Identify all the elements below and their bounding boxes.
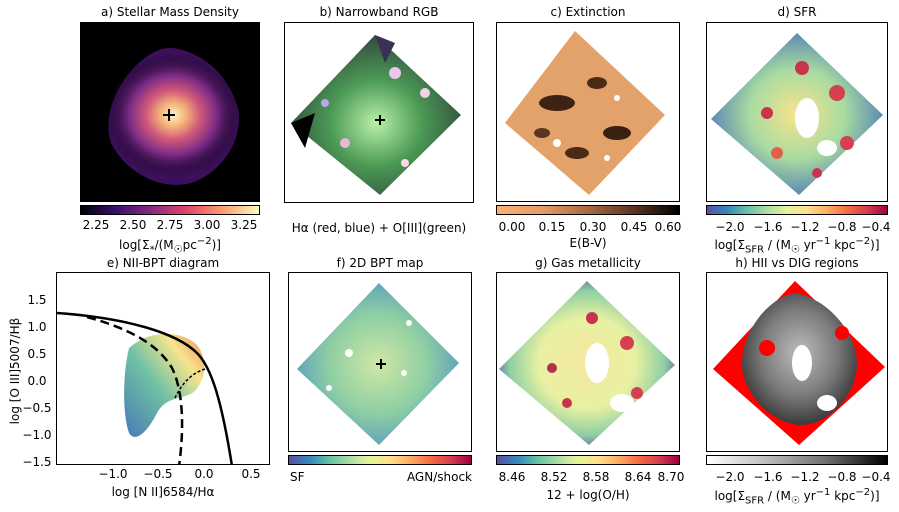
y-tick: 1.5 — [27, 293, 47, 307]
panel-d-title: d) SFR — [777, 5, 817, 19]
y-tick: −1.0 — [22, 428, 52, 442]
x-tick: −1.0 — [98, 467, 128, 481]
y-tick: 0.0 — [27, 374, 47, 388]
stellar-mass-colorbar — [80, 205, 260, 215]
colorbar-tick: −1.6 — [753, 220, 783, 234]
colorbar-tick: 8.52 — [540, 470, 568, 484]
narrowband-rgb-map — [284, 22, 474, 203]
colorbar-tick: 3.25 — [230, 218, 258, 232]
colorbar-tick: 8.70 — [657, 470, 685, 484]
hii-dig-colorbar — [706, 455, 888, 465]
bpt-diagram-axes — [56, 272, 270, 465]
panel-b-title: b) Narrowband RGB — [319, 5, 439, 19]
colorbar-tick: 0.60 — [654, 220, 682, 234]
x-tick: 0.0 — [194, 467, 214, 481]
x-tick: −0.5 — [143, 467, 173, 481]
narrowband-caption: Hα (red, blue) + O[III](green) — [291, 221, 467, 235]
metallicity-map — [496, 272, 680, 452]
colorbar-tick: −2.0 — [715, 220, 745, 234]
stellar-mass-label: log[Σ*/(M☉pc−2)] — [119, 236, 221, 256]
colorbar-tick: 2.75 — [156, 218, 184, 232]
bpt-xlabel: log [N II]6584/Hα — [111, 485, 215, 499]
panel-g-title: g) Gas metallicity — [535, 256, 641, 270]
colorbar-tick: 2.50 — [119, 218, 147, 232]
colorbar-tick: 0.00 — [498, 220, 526, 234]
colorbar-tick: −0.8 — [827, 470, 857, 484]
x-tick: 0.5 — [241, 467, 261, 481]
bpt-colorbar-right: AGN/shock — [406, 470, 472, 484]
panel-h-title: h) HII vs DIG regions — [735, 256, 859, 270]
y-tick: 0.5 — [27, 347, 47, 361]
bpt-2d-map — [288, 272, 472, 452]
colorbar-tick: −1.2 — [790, 470, 820, 484]
panel-c-title: c) Extinction — [550, 5, 626, 19]
sfr-map — [706, 22, 888, 202]
colorbar-tick: −2.0 — [715, 470, 745, 484]
colorbar-tick: 0.15 — [538, 220, 566, 234]
metallicity-colorbar — [496, 455, 680, 465]
y-tick: 1.0 — [27, 320, 47, 334]
bpt-ylabel: log [O III]5007/Hβ — [8, 317, 22, 425]
colorbar-tick: 2.25 — [82, 218, 110, 232]
bpt-colorbar-left: SF — [290, 470, 305, 484]
extinction-colorbar — [496, 205, 680, 215]
colorbar-tick: 8.46 — [498, 470, 526, 484]
sfr-colorbar — [706, 205, 888, 215]
metallicity-label: 12 + log(O/H) — [546, 488, 630, 502]
colorbar-tick: −0.4 — [861, 220, 891, 234]
sfr-label: log[ΣSFR / (M☉ yr−1 kpc−2)] — [714, 236, 880, 256]
colorbar-tick: 8.64 — [624, 470, 652, 484]
colorbar-tick: −1.2 — [790, 220, 820, 234]
bpt-colorbar — [288, 455, 472, 465]
extinction-map — [496, 22, 680, 202]
stellar-mass-map — [80, 22, 260, 202]
colorbar-tick: −0.8 — [827, 220, 857, 234]
y-tick: −0.5 — [22, 401, 52, 415]
panel-a-title: a) Stellar Mass Density — [101, 5, 239, 19]
panel-f-title: f) 2D BPT map — [336, 256, 424, 270]
hii-dig-label: log[ΣSFR / (M☉ yr−1 kpc−2)] — [714, 487, 880, 507]
colorbar-tick: 8.58 — [582, 470, 610, 484]
extinction-label: E(B-V) — [569, 236, 607, 250]
hii-dig-map — [706, 272, 888, 452]
colorbar-tick: 0.45 — [620, 220, 648, 234]
colorbar-tick: −1.6 — [753, 470, 783, 484]
y-tick: −1.5 — [22, 455, 52, 469]
panel-e-title: e) NII-BPT diagram — [106, 256, 220, 270]
colorbar-tick: −0.4 — [861, 470, 891, 484]
colorbar-tick: 0.30 — [579, 220, 607, 234]
colorbar-tick: 3.00 — [193, 218, 221, 232]
